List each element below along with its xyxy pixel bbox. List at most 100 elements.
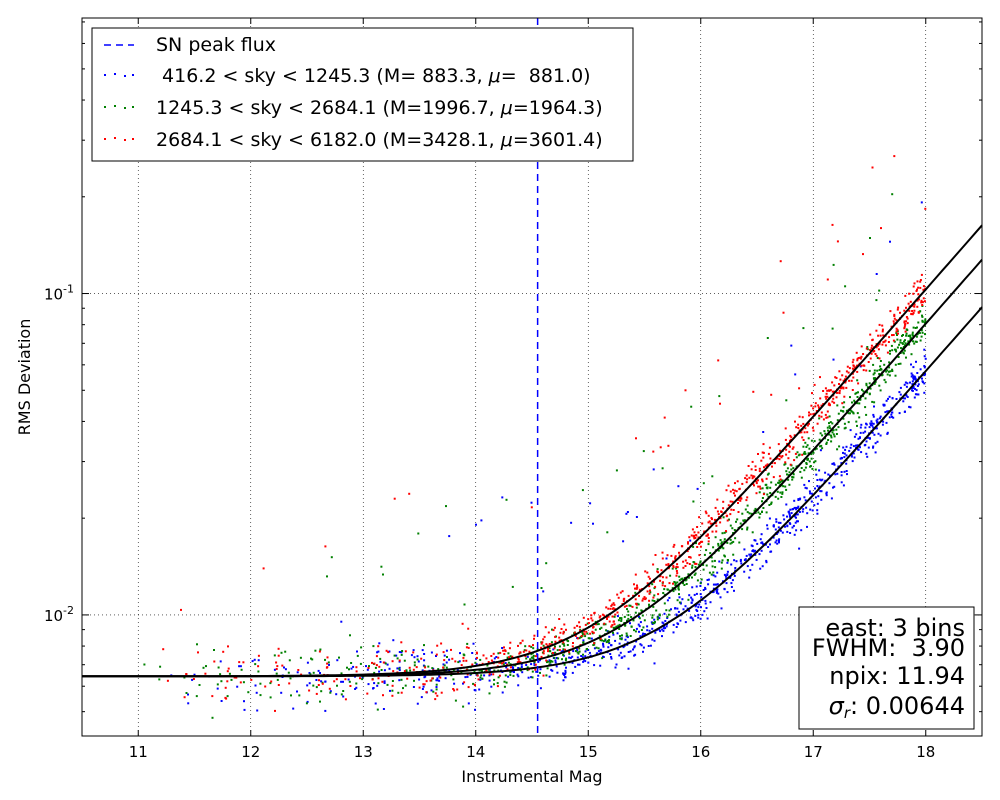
data-point — [692, 561, 695, 563]
data-point — [909, 300, 912, 303]
data-point — [709, 552, 712, 555]
data-point — [765, 477, 768, 480]
data-point — [859, 426, 862, 429]
data-point — [719, 539, 722, 542]
data-point — [855, 433, 858, 436]
data-point — [436, 694, 439, 697]
data-point — [924, 357, 927, 360]
data-point — [439, 676, 442, 679]
data-point — [838, 383, 840, 385]
data-point — [464, 676, 467, 679]
data-point — [463, 681, 466, 684]
data-point — [513, 671, 515, 673]
data-point — [727, 484, 730, 487]
data-point — [805, 462, 808, 464]
data-point — [881, 324, 884, 327]
data-point — [317, 669, 320, 672]
data-point — [594, 623, 597, 626]
data-point — [324, 709, 327, 712]
data-point — [700, 578, 703, 581]
data-point — [604, 623, 607, 626]
data-point — [558, 639, 561, 642]
data-point — [689, 539, 692, 542]
data-point — [676, 599, 679, 602]
data-point — [193, 673, 196, 676]
data-point — [324, 658, 326, 661]
data-point — [857, 357, 860, 359]
data-point — [476, 673, 479, 676]
data-point — [377, 645, 380, 648]
data-point — [789, 463, 792, 466]
data-point — [775, 520, 778, 523]
data-point — [398, 660, 401, 663]
data-point — [832, 263, 835, 266]
data-point — [562, 648, 565, 651]
data-point — [825, 397, 828, 400]
data-point — [887, 397, 889, 400]
data-point — [754, 508, 757, 511]
data-point — [792, 476, 795, 479]
data-point — [606, 618, 608, 620]
data-point — [814, 460, 817, 463]
data-point — [477, 678, 480, 681]
data-point — [547, 631, 550, 634]
data-point — [608, 642, 611, 645]
data-point — [378, 642, 381, 645]
data-point — [457, 671, 460, 674]
data-point — [257, 654, 260, 657]
data-point — [532, 647, 535, 650]
data-point — [636, 584, 638, 587]
data-point — [554, 661, 557, 664]
data-point — [642, 650, 644, 653]
data-point — [541, 641, 544, 644]
data-point — [639, 643, 642, 646]
data-point — [717, 549, 720, 552]
data-point — [863, 444, 866, 447]
data-point — [720, 542, 723, 545]
data-point — [776, 490, 779, 493]
data-point — [808, 414, 810, 417]
data-point — [524, 655, 527, 658]
data-point — [887, 341, 890, 343]
data-point — [542, 590, 545, 593]
data-point — [608, 620, 611, 623]
data-point — [185, 673, 188, 676]
data-point — [845, 462, 848, 465]
data-point — [676, 581, 679, 584]
data-point — [589, 632, 592, 635]
data-point — [530, 676, 533, 679]
data-point — [728, 518, 730, 521]
data-point — [732, 509, 735, 511]
data-point — [306, 700, 309, 703]
data-point — [542, 644, 545, 647]
data-point — [570, 521, 573, 524]
data-point — [822, 390, 825, 392]
data-point — [864, 406, 867, 409]
data-point — [850, 379, 853, 382]
data-point — [800, 467, 803, 469]
data-point — [638, 617, 641, 620]
data-point — [537, 674, 540, 677]
data-point — [655, 609, 658, 612]
data-point — [554, 640, 557, 643]
data-point — [680, 578, 683, 581]
data-point — [694, 566, 697, 569]
data-point — [761, 565, 764, 568]
data-point — [642, 646, 645, 649]
data-point — [856, 412, 859, 415]
data-point — [625, 632, 628, 635]
data-point — [460, 671, 463, 674]
data-point — [686, 562, 689, 565]
data-point — [578, 663, 581, 666]
data-point — [851, 361, 854, 364]
data-point — [497, 656, 500, 659]
data-point — [466, 673, 469, 676]
data-point — [740, 562, 743, 565]
data-point — [284, 650, 287, 653]
data-point — [896, 328, 899, 331]
data-point — [875, 346, 878, 349]
data-point — [808, 490, 811, 493]
data-point — [808, 460, 811, 463]
data-point — [694, 605, 697, 608]
data-point — [675, 626, 678, 628]
